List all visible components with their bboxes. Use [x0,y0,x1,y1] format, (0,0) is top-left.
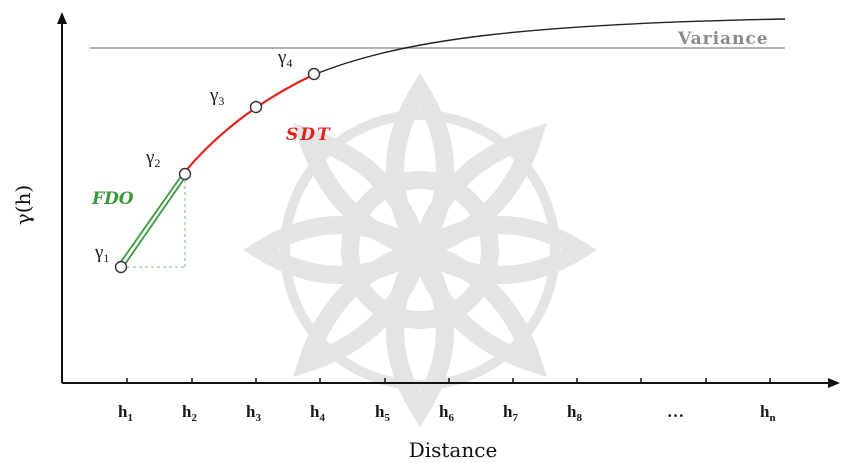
fdo-dashed-guides [121,174,186,268]
sdt-label: SDT [286,125,332,145]
tick-label-h4: h4 [310,402,325,424]
gamma-2-label: γ2 [145,147,160,170]
point-gamma-2 [178,167,192,181]
x-tick-marks [126,378,771,383]
fdo-label: FDO [91,189,134,209]
watermark-rosette [243,73,597,427]
x-axis-arrow [828,378,840,388]
tick-label-h8: h8 [567,402,582,424]
sample-points [114,67,321,274]
x-axis-label: Distance [409,438,498,462]
y-axis-label: γ(h) [11,185,35,225]
x-tick-labels: h1 h2 h3 h4 h5 h6 h7 h8 … hn [118,402,776,424]
tick-label-h2: h2 [182,402,197,424]
tick-label-ellipsis: … [667,402,684,421]
gamma-1-label: γ1 [94,242,109,265]
tick-label-h3: h3 [246,402,261,424]
tick-label-h5: h5 [375,402,390,424]
point-gamma-4 [307,67,321,81]
semivariogram-curve [312,18,786,76]
fdo-segment [117,174,187,268]
y-axis-arrow [57,12,67,24]
tick-label-h6: h6 [439,402,454,424]
axes [57,12,840,388]
tick-label-h7: h7 [503,402,518,424]
gamma-4-label: γ4 [277,47,292,70]
tick-label-h1: h1 [118,402,133,424]
point-gamma-1 [114,260,128,274]
sdt-curve-segment [183,74,314,174]
variance-label: Variance [677,29,769,49]
gamma-3-label: γ3 [209,85,224,108]
tick-label-hn: hn [760,402,776,424]
point-gamma-3 [249,100,263,114]
